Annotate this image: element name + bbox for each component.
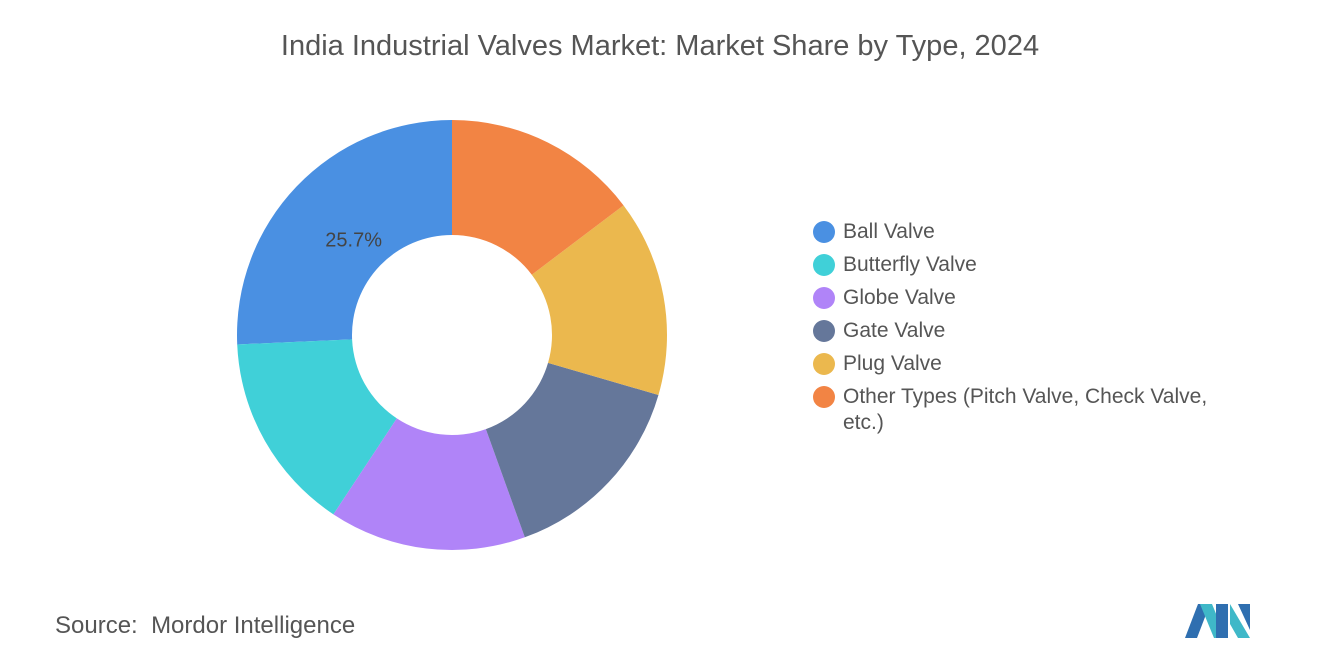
legend-swatch — [813, 221, 835, 243]
legend-label: Globe Valve — [843, 286, 956, 309]
donut-slice — [531, 205, 667, 395]
legend-item: Other Types (Pitch Valve, Check Valve, e… — [812, 384, 1242, 436]
legend-label: Other Types (Pitch Valve, Check Valve, e… — [843, 385, 1208, 434]
legend-item: Plug Valve — [812, 351, 1242, 377]
legend-item: Globe Valve — [812, 285, 1242, 311]
legend: Ball Valve Butterfly Valve Globe Valve Gate… — [812, 219, 1242, 443]
legend-label: Butterfly Valve — [843, 253, 977, 276]
donut-slice — [452, 120, 624, 275]
donut-slice — [237, 120, 452, 345]
legend-label: Gate Valve — [843, 319, 946, 342]
logo — [1185, 604, 1250, 638]
legend-label: Ball Valve — [843, 220, 935, 243]
legend-item: Ball Valve — [812, 219, 1242, 245]
legend-item: Butterfly Valve — [812, 252, 1242, 278]
legend-swatch — [813, 254, 835, 276]
source-name: Mordor Intelligence — [151, 612, 356, 639]
data-label: 25.7% — [325, 230, 382, 252]
legend-label: Plug Valve — [843, 352, 942, 375]
legend-swatch — [813, 386, 835, 408]
legend-item: Gate Valve — [812, 318, 1242, 344]
legend-swatch — [813, 320, 835, 342]
donut-slice — [485, 362, 659, 538]
donut-slice — [237, 339, 397, 515]
source: Source: Mordor Intelligence — [55, 612, 355, 640]
legend-swatch — [813, 353, 835, 375]
chart-title: India Industrial Valves Market: Market S… — [280, 30, 1040, 62]
source-label: Source: — [55, 612, 138, 639]
donut-slice — [333, 418, 525, 550]
legend-swatch — [813, 287, 835, 309]
